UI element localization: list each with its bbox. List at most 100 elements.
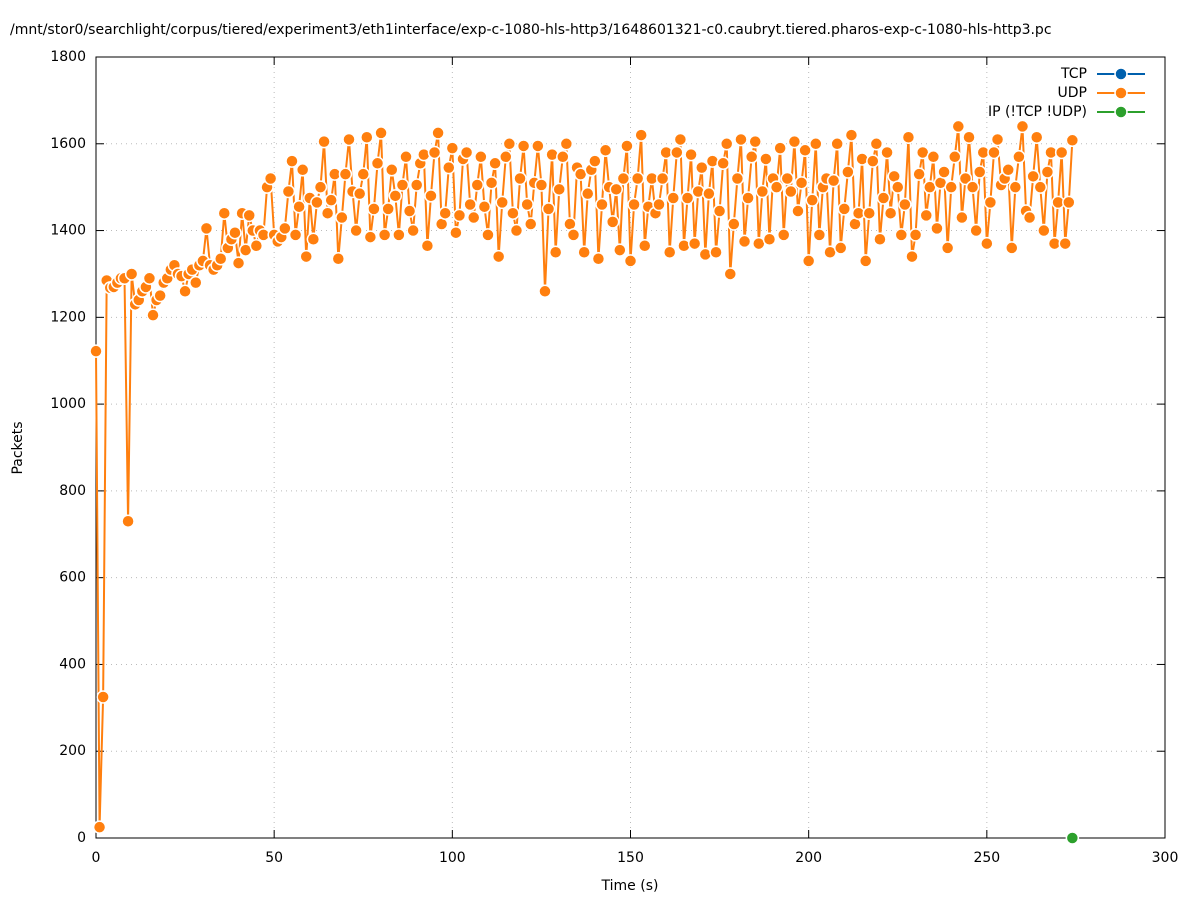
data-point bbox=[217, 206, 232, 220]
x-tick-label: 300 bbox=[1152, 850, 1179, 866]
data-point bbox=[481, 228, 495, 242]
data-point bbox=[146, 308, 160, 322]
data-point bbox=[1001, 163, 1015, 177]
data-point bbox=[794, 176, 809, 190]
data-point bbox=[755, 184, 770, 199]
data-point bbox=[491, 249, 506, 264]
y-tick-label: 1800 bbox=[50, 49, 86, 65]
y-tick-label: 600 bbox=[59, 570, 86, 586]
data-point bbox=[737, 234, 752, 249]
data-point bbox=[541, 202, 556, 216]
data-point bbox=[891, 180, 905, 194]
x-tick-label: 50 bbox=[265, 850, 283, 866]
data-point bbox=[980, 236, 994, 251]
data-point bbox=[666, 191, 681, 205]
data-point bbox=[306, 232, 321, 246]
data-point bbox=[356, 167, 370, 181]
legend-marker bbox=[1114, 105, 1128, 119]
data-point bbox=[638, 238, 652, 253]
data-point bbox=[662, 245, 677, 259]
data-point bbox=[381, 202, 395, 216]
data-point bbox=[228, 225, 242, 240]
data-point bbox=[627, 197, 641, 212]
data-point bbox=[431, 126, 445, 140]
data-point bbox=[687, 236, 702, 251]
data-point bbox=[937, 165, 951, 179]
data-point bbox=[759, 152, 773, 166]
data-point bbox=[609, 182, 623, 197]
data-point bbox=[880, 145, 894, 160]
data-point bbox=[748, 134, 762, 149]
data-point bbox=[488, 156, 502, 171]
data-point bbox=[427, 145, 442, 160]
data-point bbox=[769, 180, 784, 194]
x-tick-label: 250 bbox=[973, 850, 1000, 866]
data-point bbox=[595, 197, 609, 212]
data-point bbox=[566, 228, 581, 242]
data-point bbox=[310, 195, 324, 210]
data-point bbox=[249, 238, 264, 253]
data-point bbox=[830, 137, 844, 151]
data-point bbox=[695, 160, 709, 175]
data-point bbox=[616, 171, 631, 186]
data-point bbox=[385, 163, 399, 177]
data-point bbox=[548, 245, 563, 259]
data-point bbox=[898, 197, 912, 212]
data-point bbox=[442, 160, 456, 175]
data-point bbox=[484, 176, 499, 190]
data-point bbox=[342, 132, 356, 147]
data-point bbox=[908, 228, 923, 242]
data-point bbox=[987, 145, 1001, 160]
data-point bbox=[352, 186, 367, 201]
data-point bbox=[598, 143, 613, 158]
data-point bbox=[940, 241, 955, 255]
data-point bbox=[121, 514, 135, 529]
y-tick-label: 1600 bbox=[50, 136, 86, 152]
data-point bbox=[142, 271, 157, 286]
data-point bbox=[89, 344, 103, 358]
data-point bbox=[531, 139, 545, 153]
data-point bbox=[680, 191, 695, 205]
data-point bbox=[199, 221, 214, 236]
x-axis-label: Time (s) bbox=[601, 878, 659, 894]
data-point bbox=[855, 152, 869, 166]
y-tick-label: 1200 bbox=[50, 309, 86, 325]
data-point bbox=[534, 178, 549, 192]
data-point bbox=[370, 156, 385, 171]
data-point bbox=[338, 167, 353, 181]
data-point bbox=[392, 228, 406, 242]
data-point bbox=[523, 217, 538, 231]
data-point bbox=[591, 252, 606, 266]
data-point bbox=[360, 130, 374, 145]
data-point bbox=[1015, 119, 1030, 134]
data-point bbox=[295, 163, 310, 177]
data-point bbox=[588, 154, 602, 168]
x-tick-label: 0 bbox=[92, 850, 101, 866]
data-point bbox=[1065, 133, 1080, 148]
data-point bbox=[331, 252, 346, 266]
data-point bbox=[516, 139, 531, 153]
data-point bbox=[231, 256, 246, 270]
data-point bbox=[805, 193, 819, 207]
data-point bbox=[474, 150, 488, 164]
data-point bbox=[691, 184, 705, 199]
data-point bbox=[780, 171, 795, 186]
data-point bbox=[894, 228, 909, 242]
data-point bbox=[278, 221, 292, 236]
data-point bbox=[744, 150, 759, 164]
data-point bbox=[577, 245, 591, 259]
data-point bbox=[837, 202, 852, 216]
data-point bbox=[1008, 180, 1023, 194]
data-point bbox=[833, 241, 848, 255]
data-point bbox=[652, 197, 666, 212]
data-point bbox=[709, 245, 723, 259]
data-point bbox=[1058, 236, 1072, 251]
data-point bbox=[965, 180, 980, 194]
data-point bbox=[620, 139, 634, 153]
data-point bbox=[409, 178, 424, 192]
data-point bbox=[684, 147, 698, 162]
data-point bbox=[320, 206, 335, 220]
data-point bbox=[363, 230, 378, 244]
data-point bbox=[495, 195, 509, 210]
